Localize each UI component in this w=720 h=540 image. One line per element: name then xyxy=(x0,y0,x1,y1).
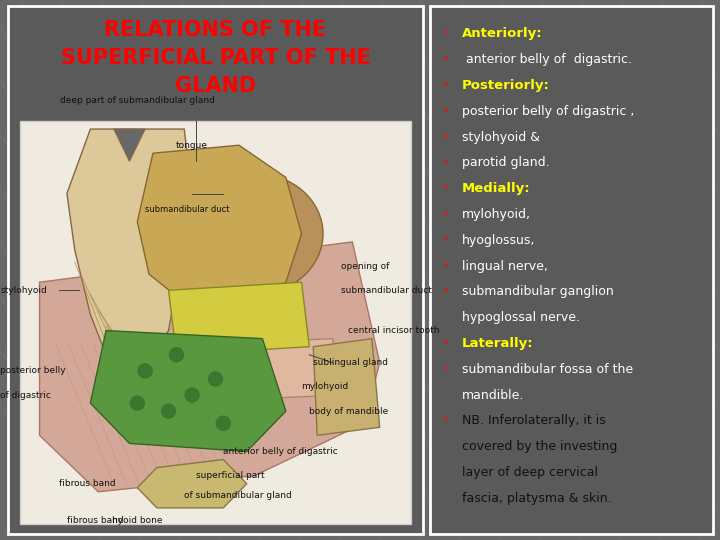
FancyBboxPatch shape xyxy=(8,6,423,534)
Text: •: • xyxy=(442,208,449,221)
Text: hyoid bone: hyoid bone xyxy=(112,516,163,525)
Polygon shape xyxy=(138,145,302,306)
Text: Anteriorly:: Anteriorly: xyxy=(462,28,543,40)
Text: tongue: tongue xyxy=(176,141,208,150)
Polygon shape xyxy=(168,282,310,355)
Text: anterior belly of  digastric.: anterior belly of digastric. xyxy=(462,53,632,66)
Text: •: • xyxy=(442,260,449,273)
Ellipse shape xyxy=(186,173,323,294)
Text: •: • xyxy=(442,182,449,195)
Text: Posteriorly:: Posteriorly: xyxy=(462,79,550,92)
Text: •: • xyxy=(442,286,449,299)
Text: •: • xyxy=(442,79,449,92)
Polygon shape xyxy=(157,339,341,403)
Text: •: • xyxy=(442,105,449,118)
Text: RELATIONS OF THE
SUPERFICIAL PART OF THE
GLAND: RELATIONS OF THE SUPERFICIAL PART OF THE… xyxy=(60,21,370,97)
Circle shape xyxy=(185,388,199,402)
Text: •: • xyxy=(442,414,449,427)
Text: •: • xyxy=(442,53,449,66)
Circle shape xyxy=(138,364,152,378)
FancyBboxPatch shape xyxy=(430,6,713,534)
Text: mandible.: mandible. xyxy=(462,389,524,402)
Polygon shape xyxy=(91,330,286,451)
Text: •: • xyxy=(442,157,449,170)
Text: of submandibular gland: of submandibular gland xyxy=(184,491,292,500)
Text: opening of: opening of xyxy=(341,261,389,271)
Circle shape xyxy=(209,372,222,386)
Text: parotid gland.: parotid gland. xyxy=(462,157,549,170)
Text: stylohyoid &: stylohyoid & xyxy=(462,131,540,144)
Text: of digastric: of digastric xyxy=(1,390,51,400)
Text: •: • xyxy=(442,363,449,376)
Text: •: • xyxy=(442,234,449,247)
Text: submandibular duct: submandibular duct xyxy=(145,205,230,214)
Polygon shape xyxy=(313,339,379,435)
Text: fibrous band: fibrous band xyxy=(59,479,116,488)
Text: stylohyoid: stylohyoid xyxy=(1,286,48,295)
Circle shape xyxy=(161,404,176,418)
Text: submandibular duct: submandibular duct xyxy=(341,286,431,295)
Text: fascia, platysma & skin.: fascia, platysma & skin. xyxy=(462,492,611,505)
Text: deep part of submandibular gland: deep part of submandibular gland xyxy=(60,96,215,105)
Text: hypoglossal nerve.: hypoglossal nerve. xyxy=(462,311,580,324)
Text: body of mandible: body of mandible xyxy=(310,407,389,416)
Text: superficial part: superficial part xyxy=(196,471,264,480)
Text: fibrous band: fibrous band xyxy=(67,516,124,525)
Circle shape xyxy=(130,396,144,410)
Text: submandibular ganglion: submandibular ganglion xyxy=(462,286,613,299)
Text: mylohyoid: mylohyoid xyxy=(302,382,348,392)
Text: Laterally:: Laterally: xyxy=(462,337,534,350)
Text: lingual nerve,: lingual nerve, xyxy=(462,260,548,273)
Polygon shape xyxy=(138,460,247,508)
Text: Medially:: Medially: xyxy=(462,182,531,195)
Text: posterior belly: posterior belly xyxy=(1,366,66,375)
Text: posterior belly of digastric ,: posterior belly of digastric , xyxy=(462,105,634,118)
Text: •: • xyxy=(442,337,449,350)
Text: layer of deep cervical: layer of deep cervical xyxy=(462,466,598,479)
Text: covered by the investing: covered by the investing xyxy=(462,440,617,453)
Circle shape xyxy=(216,416,230,430)
Text: NB. Inferolaterally, it is: NB. Inferolaterally, it is xyxy=(462,414,606,427)
Text: hyoglossus,: hyoglossus, xyxy=(462,234,536,247)
Text: mylohyoid,: mylohyoid, xyxy=(462,208,531,221)
Text: •: • xyxy=(442,28,449,40)
Text: submandibular fossa of the: submandibular fossa of the xyxy=(462,363,633,376)
Circle shape xyxy=(169,348,184,362)
Text: anterior belly of digastric: anterior belly of digastric xyxy=(223,447,338,456)
Polygon shape xyxy=(67,129,192,371)
Text: central incisor tooth: central incisor tooth xyxy=(348,326,440,335)
FancyBboxPatch shape xyxy=(20,121,411,524)
Polygon shape xyxy=(114,129,145,161)
Polygon shape xyxy=(40,242,379,492)
Text: •: • xyxy=(442,131,449,144)
Text: sublingual gland: sublingual gland xyxy=(313,359,388,367)
